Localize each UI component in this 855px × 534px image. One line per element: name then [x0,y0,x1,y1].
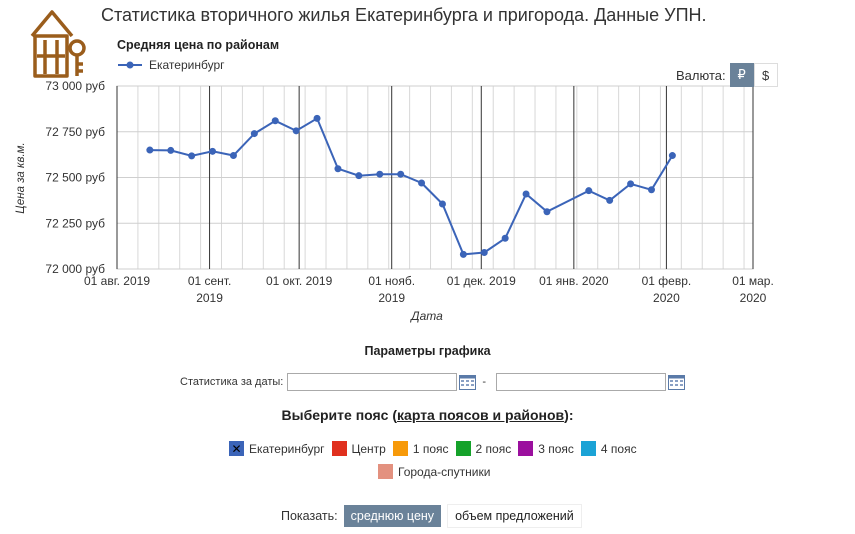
currency-switcher: Валюта: ₽ $ [676,63,778,87]
x-tick-label-year: 2019 [196,291,223,305]
house-key-logo-icon [30,10,86,78]
x-tick-label-year: 2020 [740,291,767,305]
calendar-to-icon[interactable] [668,374,686,390]
belt-1[interactable]: 1 пояс [392,441,449,456]
belt-4-checkbox[interactable] [580,441,596,456]
belt-label: 1 пояс [412,441,449,456]
x-tick-label-year: 2019 [378,291,405,305]
data-point[interactable] [501,234,509,242]
legend-line-icon [118,61,142,69]
belt-2[interactable]: 2 пояс [455,441,512,456]
data-point[interactable] [229,152,237,160]
data-point[interactable] [480,249,488,257]
belt-title-suffix: ): [564,407,574,423]
currency-usd-button[interactable]: $ [753,63,778,87]
belt-label: Города-спутники [398,464,491,479]
show-label: Показать: [281,509,338,523]
data-point[interactable] [627,180,635,188]
belt-map-link[interactable]: карта поясов и районов [397,407,565,423]
currency-rub-button[interactable]: ₽ [729,63,754,87]
y-tick-label: 72 500 руб [45,171,105,185]
show-row: Показать: среднюю цену объем предложений [281,504,582,528]
data-point[interactable] [376,170,384,178]
data-point[interactable] [668,152,676,160]
data-point[interactable] [334,165,342,173]
data-point[interactable] [585,187,593,195]
chart-legend[interactable]: Екатеринбург [117,58,225,72]
y-tick-label: 72 250 руб [45,216,105,230]
belt-title: Выберите пояс (карта поясов и районов): [0,407,855,423]
data-point[interactable] [167,146,175,154]
calendar-from-icon[interactable] [459,374,477,390]
data-point[interactable] [188,152,196,160]
belt-center-checkbox[interactable] [331,441,347,456]
belt-center[interactable]: Центр [331,441,386,456]
x-tick-label: 01 нояб. [368,274,415,288]
x-axis-title: Дата [409,309,443,323]
belt-selector: ✕ Екатеринбург Центр 1 пояс 2 пояс 3 поя… [229,441,669,487]
belt-1-checkbox[interactable] [392,441,408,456]
belt-4[interactable]: 4 пояс [580,441,637,456]
data-point[interactable] [438,200,446,208]
y-tick-label: 73 000 руб [45,79,105,93]
chart-title: Средняя цена по районам [117,38,280,52]
data-point[interactable] [522,190,530,198]
belt-3[interactable]: 3 пояс [518,441,574,456]
y-axis-title: Цена за кв.м. [15,142,27,213]
dates-dash: - [482,376,487,388]
data-point[interactable] [292,127,300,135]
show-avg-price-button[interactable]: среднюю цену [343,505,442,527]
belt-3-checkbox[interactable] [518,441,534,456]
x-tick-label-year: 2020 [653,291,680,305]
belt-satellites-checkbox[interactable] [378,464,393,479]
currency-label: Валюта: [676,67,726,83]
legend-label: Екатеринбург [149,58,225,72]
x-tick-label: 01 сент. [188,274,231,288]
belt-label: 2 пояс [475,441,512,456]
data-point[interactable] [250,130,258,138]
belt-satellites[interactable]: Города-спутники [378,464,490,479]
data-point[interactable] [146,146,154,154]
page-title: Статистика вторичного жилья Екатеринбург… [101,5,707,25]
data-point[interactable] [397,170,405,178]
price-chart: 72 000 руб 72 250 руб 72 500 руб 72 750 руб… [15,79,774,323]
data-point[interactable] [459,250,467,258]
x-tick-label: 01 дек. 2019 [447,274,516,288]
x-tick-label: 01 мар. [732,274,774,288]
data-point[interactable] [543,208,551,216]
data-point[interactable] [606,196,614,204]
x-tick-label: 01 февр. [642,274,692,288]
belt-ekaterinburg-checkbox[interactable]: ✕ [229,441,244,456]
belt-label: 3 пояс [538,441,574,456]
data-point[interactable] [418,179,426,187]
x-tick-label: 01 окт. 2019 [266,274,333,288]
dates-row: Статистика за даты: - [180,373,686,391]
params-title: Параметры графика [364,344,491,358]
date-to-input[interactable] [496,373,667,391]
y-tick-label: 72 750 руб [45,125,105,139]
belt-ekaterinburg[interactable]: ✕ Екатеринбург [229,441,325,456]
belt-label: 4 пояс [600,441,637,456]
data-point[interactable] [271,117,279,125]
show-volume-button[interactable]: объем предложений [447,504,582,528]
dates-label: Статистика за даты: [180,376,284,388]
belt-2-checkbox[interactable] [455,441,471,456]
x-tick-label: 01 янв. 2020 [539,274,609,288]
date-from-input[interactable] [287,373,458,391]
data-point[interactable] [209,147,217,155]
belt-title-prefix: Выберите пояс ( [281,407,398,423]
y-tick-label: 72 000 руб [45,262,105,276]
belt-label: Екатеринбург [249,441,325,456]
data-point[interactable] [355,172,363,180]
data-point[interactable] [647,186,655,194]
data-point[interactable] [313,114,321,122]
x-tick-label: 01 авг. 2019 [84,274,150,288]
belt-label: Центр [351,441,386,456]
